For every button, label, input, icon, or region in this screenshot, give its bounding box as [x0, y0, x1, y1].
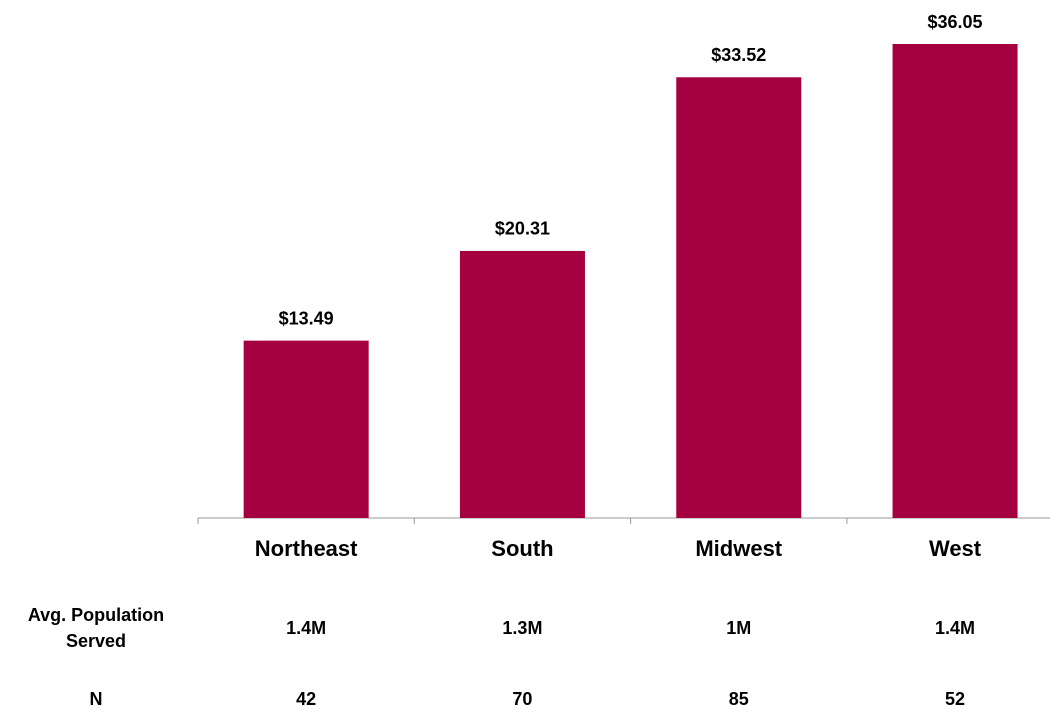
x-tick-label: West	[929, 536, 982, 561]
row-label: N	[90, 689, 103, 709]
x-tick-label: Northeast	[255, 536, 358, 561]
table-cell: 52	[945, 689, 965, 709]
table-cell: 70	[512, 689, 532, 709]
bar	[243, 340, 369, 518]
x-tick-label: South	[491, 536, 553, 561]
data-label: $13.49	[279, 308, 334, 328]
table-cell: 85	[729, 689, 749, 709]
row-label: Avg. Population Served	[28, 605, 164, 651]
table-cell: 1.4M	[286, 618, 326, 638]
bar	[459, 250, 585, 518]
table-cell: 1M	[726, 618, 751, 638]
data-label: $36.05	[928, 12, 983, 32]
data-label: $33.52	[711, 45, 766, 65]
data-label: $20.31	[495, 219, 550, 239]
table-cell: 1.3M	[502, 618, 542, 638]
x-tick-label: Midwest	[695, 536, 782, 561]
table-cell: 1.4M	[935, 618, 975, 638]
table-cell: 42	[296, 689, 316, 709]
bar	[892, 44, 1018, 518]
bar	[676, 77, 802, 518]
